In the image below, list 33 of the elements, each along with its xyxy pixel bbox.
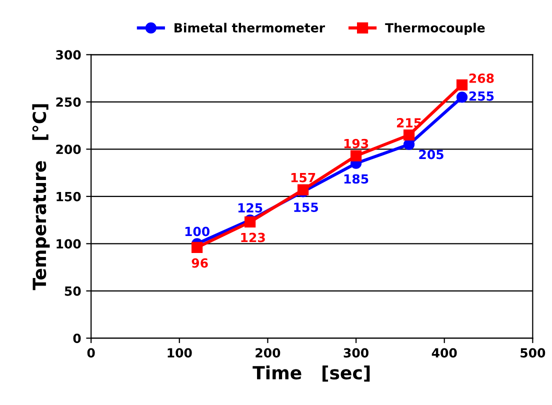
- data-label: 255: [469, 91, 494, 101]
- y-tick-label: 0: [73, 334, 81, 344]
- data-label: 123: [241, 232, 265, 242]
- point: [192, 242, 203, 254]
- data-label: 205: [419, 150, 444, 160]
- point: [456, 92, 468, 103]
- x-tick-label: 500: [520, 348, 546, 358]
- x-axis-title: Time [sec]: [252, 366, 370, 382]
- data-label: 96: [192, 258, 208, 268]
- y-tick-label: 100: [56, 239, 81, 249]
- legend-label: Thermocouple: [385, 22, 485, 35]
- x-tick-label: 400: [432, 348, 457, 358]
- data-label: 185: [344, 174, 368, 184]
- data-label: 193: [344, 138, 368, 148]
- x-tick-label: 200: [256, 348, 280, 358]
- y-tick-label: 300: [56, 50, 81, 60]
- data-label: 268: [469, 74, 494, 83]
- legend-label: Bimetal thermometer: [174, 22, 326, 32]
- y-axis-title: Temperature [°C]: [32, 104, 50, 290]
- point: [456, 79, 468, 90]
- data-label: 157: [291, 173, 316, 182]
- y-tick-label: 250: [56, 97, 81, 107]
- point: [350, 150, 362, 162]
- x-tick-label: 0: [87, 348, 95, 358]
- data-label: 100: [185, 226, 210, 236]
- x-tick-label: 100: [168, 348, 192, 358]
- y-tick-label: 50: [64, 286, 81, 296]
- x-tick-label: 300: [344, 348, 368, 358]
- y-tick-label: 150: [56, 192, 81, 202]
- point: [403, 129, 415, 141]
- data-label: 155: [294, 202, 318, 212]
- data-label: 125: [238, 203, 262, 213]
- y-tick-label: 200: [56, 144, 81, 154]
